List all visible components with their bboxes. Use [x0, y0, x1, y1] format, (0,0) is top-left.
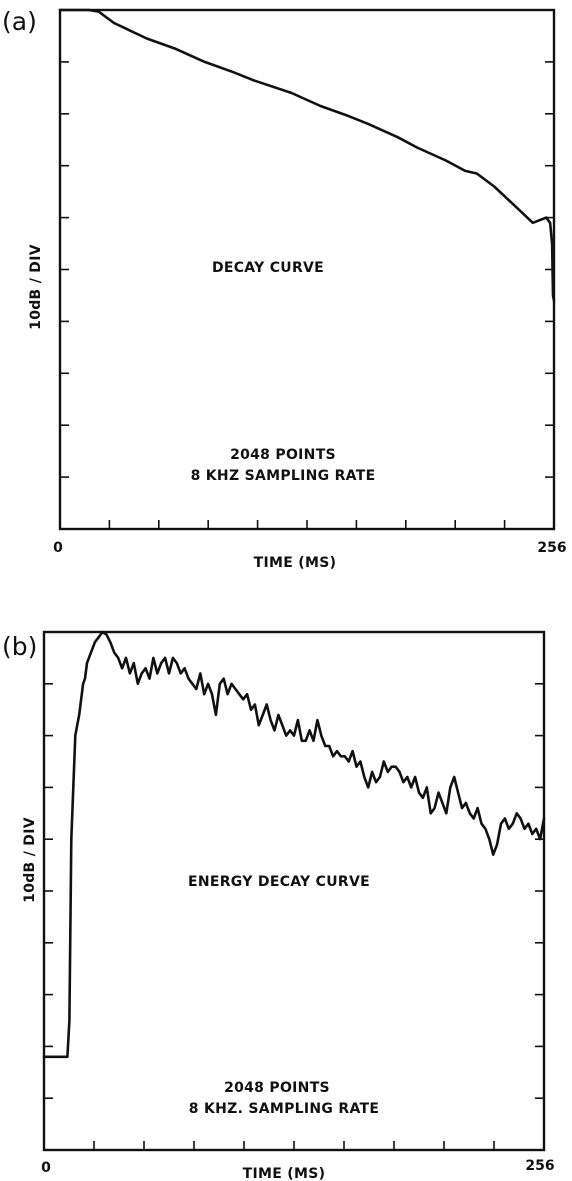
panel-a-x-axis-label: TIME (MS) — [254, 555, 337, 571]
panel-b-annotation-line-2: 8 KHZ. SAMPLING RATE — [189, 1101, 380, 1117]
panel-a-decay-curve-line — [58, 8, 556, 302]
panel-a-label: (a) — [2, 7, 37, 36]
panel-b-plot-frame — [42, 630, 546, 1152]
panel-a-ticks — [60, 61, 554, 529]
panel-a-annotation-line-1: 2048 POINTS — [230, 447, 336, 463]
panel-b-x-axis-label: TIME (MS) — [243, 1166, 326, 1181]
panel-b-y-axis-label: 10dB / DIV — [22, 817, 38, 903]
panel-a: (a) DECAY CURVE 2048 POINTS 8 KHZ SAMPLI… — [2, 7, 567, 571]
panel-a-x-tick-label-start: 0 — [53, 540, 63, 556]
panel-b-x-tick-label-start: 0 — [41, 1160, 51, 1176]
panel-b-label: (b) — [2, 632, 37, 661]
panel-a-y-axis-label: 10dB / DIV — [28, 244, 44, 330]
panel-b-title: ENERGY DECAY CURVE — [188, 874, 370, 890]
panel-a-title: DECAY CURVE — [212, 260, 324, 276]
panel-a-annotation-line-2: 8 KHZ SAMPLING RATE — [191, 468, 376, 484]
panel-b-x-tick-label-end: 256 — [525, 1158, 554, 1174]
panel-b: (b) ENERGY DECAY CURVE 2048 POINTS 8 KHZ… — [2, 630, 555, 1181]
panel-a-x-tick-label-end: 256 — [537, 540, 566, 556]
panel-b-energy-decay-curve-line — [42, 630, 546, 1059]
panel-b-annotation-line-1: 2048 POINTS — [224, 1080, 330, 1096]
